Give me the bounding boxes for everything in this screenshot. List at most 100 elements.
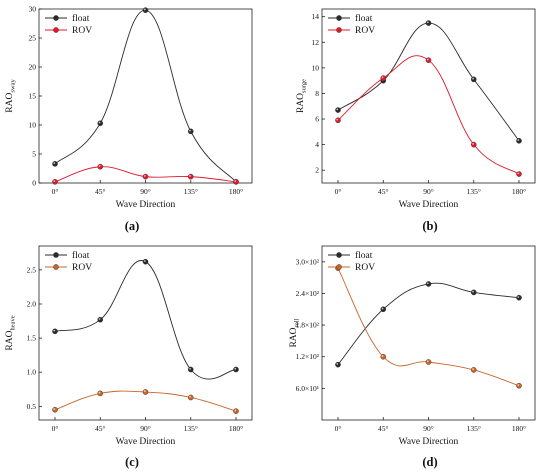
data-point-highlight [53,329,56,332]
data-point-rov [233,408,239,414]
y-tick-label: 2.4×10² [296,289,320,298]
data-point-highlight [143,175,146,177]
data-point-rov [516,382,522,389]
data-point-float [470,289,477,296]
legend-label: float [72,250,90,261]
data-point-highlight [472,143,474,145]
data-point-rov [97,390,104,397]
x-axis-label: Wave Direction [399,437,459,447]
chart-panel-1: 0 5 10 15 20 25 30 0° 45° 90° 135° 180° Wave Directi… [5,5,253,233]
legend-label: ROV [355,263,375,273]
y-tick-label: 8 [315,89,319,98]
data-point-rov [470,367,477,373]
y-tick-label: 12 [312,38,320,47]
legend-marker [53,27,59,33]
data-point-highlight [472,77,474,80]
plot-frame [321,245,536,421]
data-point-highlight [381,355,384,357]
data-point-float [142,258,149,265]
y-tick-label: 10 [312,63,320,72]
data-point-highlight [426,58,429,61]
x-tick-label: 0° [335,424,342,433]
x-tick-label: 0° [52,187,59,196]
x-axis-label: Wave Direction [116,200,176,210]
data-point-float [425,281,432,287]
data-point-rov [380,75,387,81]
data-point-highlight [53,408,56,410]
data-point-rov [52,179,58,185]
chart-panel-2: 2 4 6 8 10 12 14 0° 45° 90° 135° 180° Wave Direction… [296,8,536,233]
x-tick-label: 180° [512,187,526,196]
data-point-rov [233,179,239,185]
legend-marker [53,15,59,21]
data-point-rov [516,171,522,177]
data-point-highlight [426,282,429,285]
data-point-highlight [143,260,146,262]
data-point-highlight [98,121,101,124]
data-point-highlight [381,307,384,310]
data-point-float [97,120,104,127]
data-point-float [142,7,149,13]
y-tick-label: 6 [315,115,319,124]
data-point-highlight [517,384,520,386]
data-point-rov [142,389,149,395]
data-point-rov [97,163,104,170]
x-tick-label: 45° [95,187,106,196]
x-axis-label: Wave Direction [399,200,459,210]
y-tick-label: 1.0 [27,368,37,377]
legend-label: float [355,13,373,24]
data-point-highlight [189,395,191,398]
panel-caption: (b) [422,219,437,233]
y-tick-label: 1.2×10² [296,352,320,361]
legend-marker [53,252,59,258]
data-point-highlight [336,118,339,121]
x-tick-label: 90° [423,424,434,433]
data-point-float [187,366,194,373]
data-point-highlight [53,180,56,183]
data-point-highlight [189,175,191,177]
data-point-float [97,316,104,323]
x-tick-label: 180° [229,187,243,196]
y-axis-label: RAOsway [5,79,17,113]
plot-frame [38,8,253,184]
y-tick-label: 10 [29,121,37,130]
x-axis-label: Wave Direction [116,437,176,447]
y-tick-label: 20 [29,63,37,72]
data-point-rov [335,117,341,124]
x-tick-label: 135° [184,187,198,196]
data-point-highlight [189,367,191,370]
y-tick-label: 2 [315,166,319,175]
legend-label: ROV [355,26,375,36]
legend-marker [53,264,59,270]
y-tick-label: 4 [315,140,319,149]
y-tick-label: 0.5 [27,402,37,411]
y-tick-label: 25 [29,34,37,43]
legend-marker [336,27,342,33]
data-point-highlight [53,162,56,165]
data-point-highlight [98,318,101,320]
x-tick-label: 135° [467,424,481,433]
y-tick-label: 1.5 [27,334,37,343]
y-tick-label: 1.8×10² [296,321,320,330]
data-point-highlight [234,409,237,412]
data-point-highlight [98,165,101,167]
data-point-highlight [472,368,474,371]
data-point-float [233,366,239,373]
y-tick-label: 3.0×10² [296,257,320,266]
data-point-highlight [98,391,101,394]
data-point-highlight [381,76,384,79]
data-point-float [52,328,58,335]
series-line-float [54,260,237,380]
data-point-rov [380,353,387,360]
data-point-rov [187,394,194,401]
data-point-highlight [189,129,191,132]
x-tick-label: 135° [467,187,481,196]
data-point-float [335,361,341,368]
y-tick-label: 14 [312,12,320,21]
y-tick-label: 2.0 [27,300,37,309]
data-point-highlight [426,21,429,24]
y-tick-label: 15 [29,92,37,101]
x-tick-label: 180° [512,424,526,433]
chart-panel-3: 0.5 1.0 1.5 2.0 2.5 0° 45° 90° 135° 180° Wave Dire… [5,245,253,469]
plot-frame [321,8,536,184]
